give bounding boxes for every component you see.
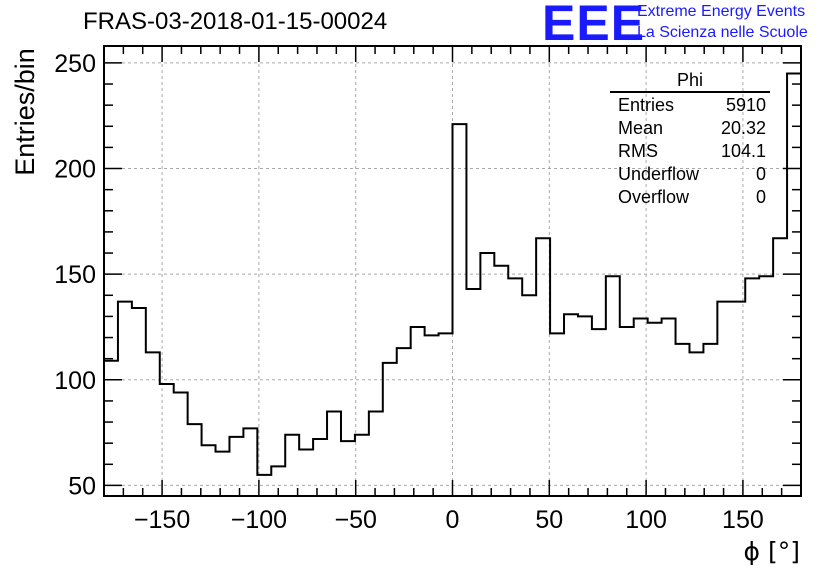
x-tick-label: −150 [134, 506, 190, 534]
histogram-bin [606, 276, 620, 496]
histogram-bin [202, 445, 216, 496]
histogram-bin [773, 238, 787, 496]
histogram-bin [104, 361, 118, 496]
stats-label: RMS [618, 141, 658, 161]
histogram-bin [592, 329, 606, 496]
x-axis-ticks: −150 −100 −50 0 50 100 150 [103, 46, 802, 534]
histogram-bin [355, 435, 369, 496]
histogram-bin [397, 348, 411, 496]
histogram-bin [369, 411, 383, 496]
x-axis-label: ϕ [°] [744, 537, 800, 566]
x-tick-label: 0 [446, 506, 460, 534]
histogram-bin [564, 314, 578, 496]
stats-value: 0 [755, 187, 766, 207]
histogram-bin [522, 295, 536, 496]
histogram-bin [759, 276, 773, 496]
stats-value: 20.32 [720, 118, 766, 138]
histogram-bin [313, 439, 327, 496]
histogram-bin [216, 452, 230, 496]
y-tick-label: 200 [54, 156, 96, 184]
histogram-bin [383, 363, 397, 496]
histogram-bin [536, 238, 550, 496]
histogram-bin [439, 333, 453, 496]
histogram-bin [299, 450, 313, 496]
stats-rows: Entries 5910 Mean 20.32 RMS 104.1 Underflow 0 Ov… [610, 94, 770, 209]
y-tick-label: 50 [68, 472, 96, 500]
histogram-line [104, 72, 801, 476]
histogram-bin [676, 344, 690, 496]
y-tick-label: 150 [54, 261, 96, 289]
histogram-bin [745, 278, 759, 496]
x-tick-label: 50 [535, 506, 563, 534]
histogram-bin [703, 344, 717, 496]
stats-row: Mean 20.32 [610, 117, 770, 140]
stats-value: 104.1 [720, 141, 766, 161]
x-tick-label: 150 [722, 506, 764, 534]
stats-title: Phi [610, 70, 770, 93]
stats-label: Overflow [618, 187, 690, 207]
x-tick-label: −50 [334, 506, 376, 534]
histogram-bin [132, 308, 146, 496]
stats-box: Phi Entries 5910 Mean 20.32 RMS 104.1 Underflo… [610, 70, 770, 209]
histogram-bin [787, 73, 801, 496]
histogram-bin [620, 327, 634, 496]
histogram-bin [341, 441, 355, 496]
logo-line-2: La Scienza nelle Scuole [637, 24, 808, 41]
histogram-bin [634, 319, 648, 496]
histogram-bin [285, 435, 299, 496]
histogram-bin [550, 333, 564, 496]
stats-row: Underflow 0 [610, 163, 770, 186]
eee-logo: EEE [542, 0, 646, 51]
logo-line-1: Extreme Energy Events [637, 3, 806, 20]
histogram-bin [453, 124, 467, 496]
histogram-bin [327, 411, 341, 496]
stats-value: 0 [755, 164, 766, 184]
histogram-bin [494, 266, 508, 496]
histogram-bin [662, 319, 676, 496]
histogram-bin [229, 437, 243, 496]
stats-value: 5910 [725, 95, 766, 115]
y-tick-label: 100 [54, 367, 96, 395]
chart-title: FRAS-03-2018-01-15-00024 [83, 8, 388, 35]
histogram-bin [578, 316, 592, 496]
stats-row: Entries 5910 [610, 94, 770, 117]
y-axis-label: Entries/bin [10, 48, 40, 176]
histogram-bin [411, 327, 425, 496]
x-tick-label: −100 [231, 506, 287, 534]
histogram-bin [425, 335, 439, 496]
histogram-bin [174, 392, 188, 496]
histogram-bin [508, 278, 522, 496]
histogram-series [104, 72, 801, 496]
histogram-bin [648, 323, 662, 496]
stats-label: Entries [618, 95, 675, 115]
histogram-bin [480, 253, 494, 496]
stats-label: Mean [618, 118, 664, 138]
y-tick-label: 250 [54, 50, 96, 78]
x-tick-label: 100 [625, 506, 667, 534]
histogram-bin [146, 352, 160, 496]
stats-row: RMS 104.1 [610, 140, 770, 163]
histogram-bin [717, 302, 731, 496]
histogram-bin [689, 352, 703, 496]
y-axis-ticks: 50 100 150 200 250 [54, 50, 801, 500]
stats-label: Underflow [618, 164, 700, 184]
histogram-bin [118, 302, 132, 496]
stats-row: Overflow 0 [610, 186, 770, 209]
histogram-bin [466, 289, 480, 496]
